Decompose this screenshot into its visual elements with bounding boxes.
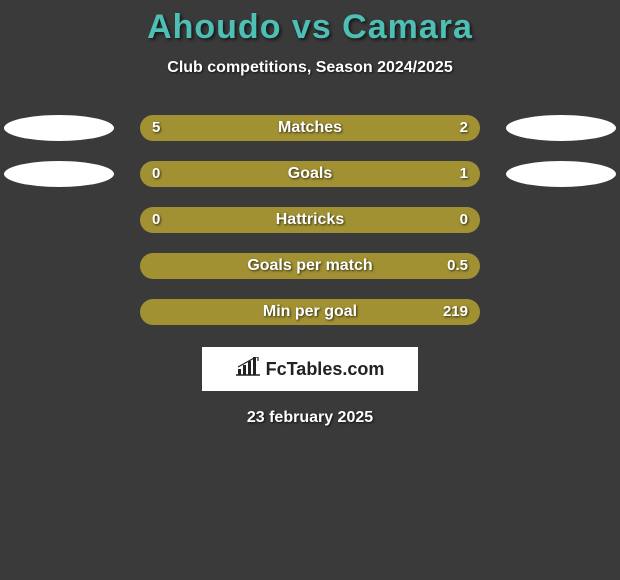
date-line: 23 february 2025: [0, 409, 620, 427]
player-left-marker: [4, 161, 114, 187]
stat-label: Min per goal: [140, 299, 480, 325]
stat-bar: Matches5 2: [140, 115, 480, 141]
stat-row: Matches5 2: [0, 115, 620, 141]
stat-value-right: 1: [460, 161, 468, 187]
stat-label: Goals per match: [140, 253, 480, 279]
stat-row: Goals0 1: [0, 161, 620, 187]
subtitle: Club competitions, Season 2024/2025: [0, 59, 620, 77]
player-right-marker: [506, 115, 616, 141]
stat-value-left: 5: [152, 115, 160, 141]
stat-rows: Matches52Goals01Hattricks00Goals per mat…: [0, 115, 620, 325]
stat-label: Goals: [140, 161, 480, 187]
stat-bar: Goals per match0.5: [140, 253, 480, 279]
stat-value-right: 2: [460, 115, 468, 141]
logo-box[interactable]: FcTables.com: [202, 347, 418, 391]
stat-value-right: 0: [460, 207, 468, 233]
page-title: Ahoudo vs Camara: [0, 8, 620, 47]
stat-value-left: 0: [152, 161, 160, 187]
stat-value-right: 0.5: [447, 253, 468, 279]
logo-text: FcTables.com: [266, 359, 385, 380]
stat-value-left: 0: [152, 207, 160, 233]
stat-bar: Min per goal219: [140, 299, 480, 325]
stat-value-right: 219: [443, 299, 468, 325]
stat-row: Min per goal219: [0, 299, 620, 325]
player-left-marker: [4, 115, 114, 141]
stat-row: Goals per match0.5: [0, 253, 620, 279]
stat-bar: Goals0 1: [140, 161, 480, 187]
player-right-marker: [506, 161, 616, 187]
stat-label: Hattricks: [140, 207, 480, 233]
comparison-card: Ahoudo vs Camara Club competitions, Seas…: [0, 0, 620, 427]
bar-chart-icon: [236, 357, 262, 382]
stat-label: Matches: [140, 115, 480, 141]
stat-bar: Hattricks0 0: [140, 207, 480, 233]
stat-row: Hattricks0 0: [0, 207, 620, 233]
